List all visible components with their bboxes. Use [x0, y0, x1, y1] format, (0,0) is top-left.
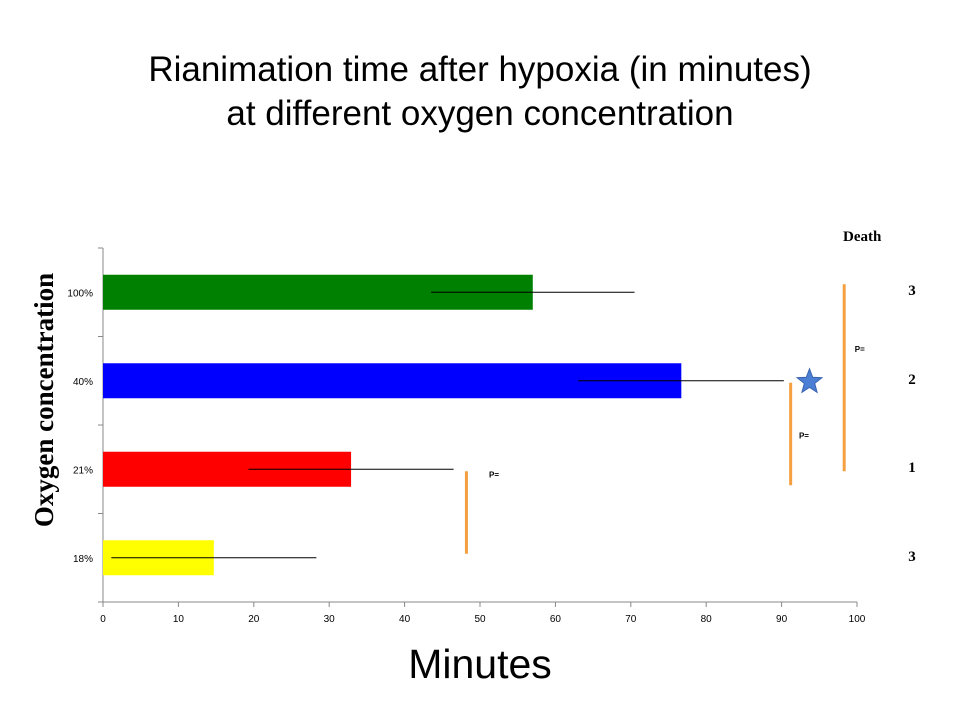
y-axis-label: Oxygen concentration: [29, 272, 59, 528]
y-tick-label: 100%: [67, 288, 93, 299]
x-tick-label: 40: [399, 614, 411, 625]
x-tick-label: 80: [701, 614, 713, 625]
x-tick-label: 0: [100, 614, 106, 625]
x-tick-label: 50: [474, 614, 486, 625]
star-icon: [795, 367, 824, 394]
chart-title: Rianimation time after hypoxia (in minut…: [0, 48, 960, 136]
significance-label: P=: [799, 431, 809, 440]
y-tick-label: 21%: [73, 465, 93, 476]
death-value: 2: [908, 371, 916, 388]
x-tick-label: 100: [849, 614, 866, 625]
chart-title-line-2: at different oxygen concentration: [226, 94, 734, 133]
death-value: 3: [908, 548, 916, 565]
x-tick-label: 10: [173, 614, 185, 625]
x-tick-label: 90: [776, 614, 788, 625]
x-tick-label: 70: [625, 614, 637, 625]
x-tick-label: 30: [324, 614, 336, 625]
chart-title-line-1: Rianimation time after hypoxia (in minut…: [148, 50, 812, 89]
x-tick-label: 60: [550, 614, 562, 625]
x-tick-label: 20: [248, 614, 260, 625]
death-value: 1: [908, 460, 916, 477]
x-axis-label: Minutes: [408, 641, 552, 687]
death-column-header: Death: [843, 229, 882, 245]
y-tick-label: 40%: [73, 377, 93, 388]
death-value: 3: [908, 283, 916, 300]
significance-label: P=: [855, 345, 865, 354]
y-tick-label: 18%: [73, 554, 93, 565]
significance-label: P=: [489, 470, 499, 479]
